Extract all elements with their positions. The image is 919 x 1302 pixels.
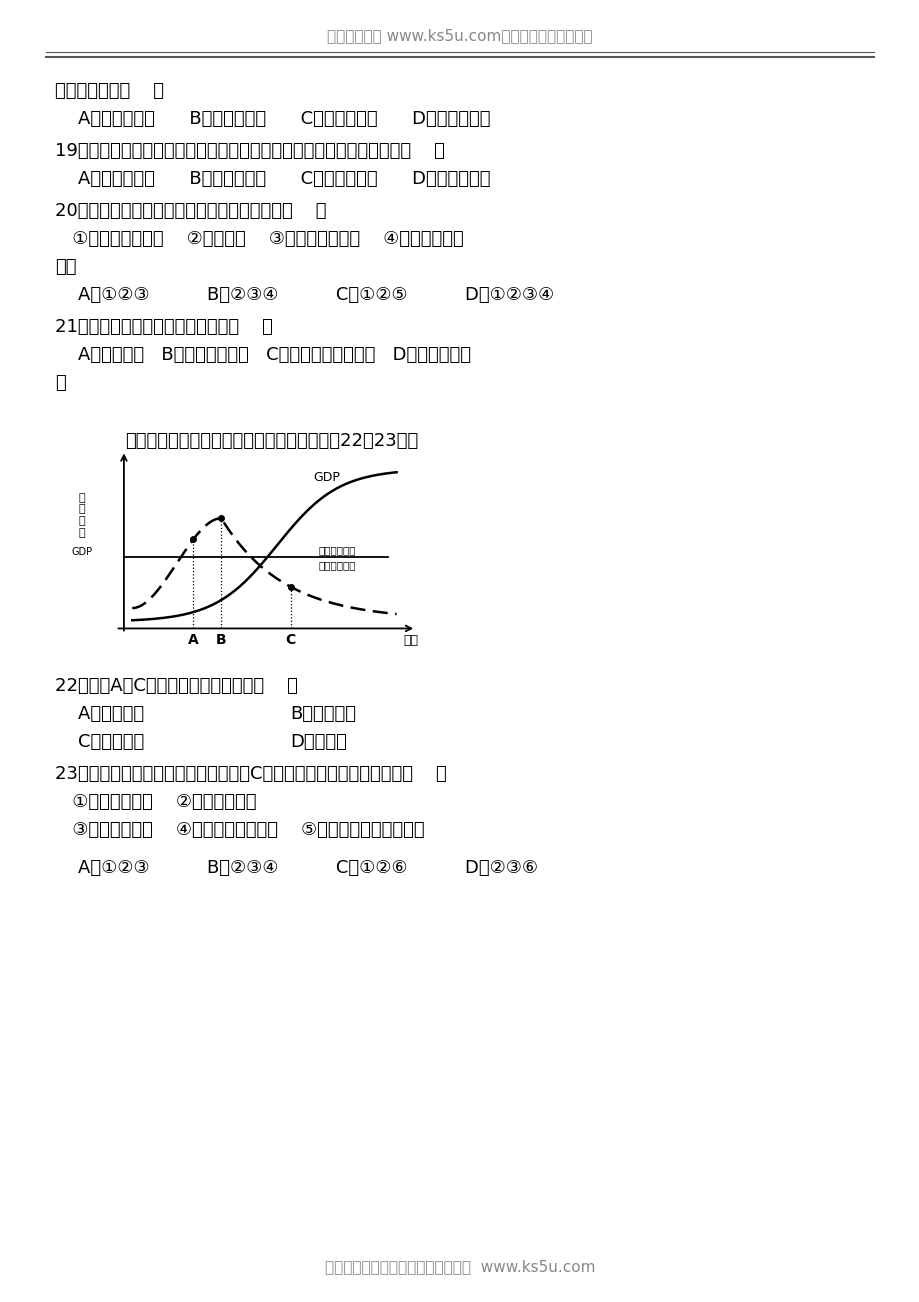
Text: B．钓鐵工业: B．钓鐵工业 [289, 704, 356, 723]
Text: 高考资源网（ www.ks5u.com），您身边的高考专家: 高考资源网（ www.ks5u.com），您身边的高考专家 [327, 29, 592, 43]
Text: GDP: GDP [72, 547, 93, 557]
Text: A．公平性原则      B．持续性原则      C．共同性原则      D．阶段性原则: A．公平性原则 B．持续性原则 C．共同性原则 D．阶段性原则 [55, 109, 490, 128]
Text: C: C [286, 633, 296, 647]
Text: GDP: GDP [312, 471, 340, 484]
Text: 用: 用 [55, 374, 65, 392]
Text: 22．图中A～C阶段的主要产业可能是（    ）: 22．图中A～C阶段的主要产业可能是（ ） [55, 677, 298, 695]
Text: A．共同性原则      B．持续性原则      C．公平性原则      D．协调性原则: A．共同性原则 B．持续性原则 C．公平性原则 D．协调性原则 [55, 171, 490, 187]
Text: ①庞大的人口压力    ②资源短缺    ③深层的环境危机    ④经济发展速度: ①庞大的人口压力 ②资源短缺 ③深层的环境危机 ④经济发展速度 [55, 230, 463, 247]
Text: B: B [216, 633, 226, 647]
Text: A．耕作农业: A．耕作农业 [55, 704, 144, 723]
Text: A．①②③          B．②③④          C．①②⑤          D．①②③④: A．①②③ B．②③④ C．①②⑤ D．①②③④ [55, 286, 553, 303]
Text: 19．发达国家向发展中国家转移污染严重的企业，违背了可持续发展的（    ）: 19．发达国家向发展中国家转移污染严重的企业，违背了可持续发展的（ ） [55, 142, 445, 160]
Text: 自然环境容量: 自然环境容量 [318, 544, 356, 555]
Text: 环境污染水平: 环境污染水平 [318, 561, 356, 570]
Text: ①增加环保投入    ②工业技术进步: ①增加环保投入 ②工业技术进步 [55, 793, 256, 811]
Text: ③产业结构调整    ④工业发展迅速减慢    ⑤逆城市化造成城市空洞: ③产业结构调整 ④工业发展迅速减慢 ⑤逆城市化造成城市空洞 [55, 822, 425, 838]
Text: A: A [187, 633, 199, 647]
Text: A．①②③          B．②③④          C．①②⑥          D．②③⑥: A．①②③ B．②③④ C．①②⑥ D．②③⑥ [55, 859, 538, 878]
Text: D．旅游业: D．旅游业 [289, 733, 346, 751]
Text: 20．可持续发展是我国的必然选择，这是因为（    ）: 20．可持续发展是我国的必然选择，这是因为（ ） [55, 202, 326, 220]
Text: 较慢: 较慢 [55, 258, 76, 276]
Text: 23．一些发达国家的环境污染水平处于C点以后会有所减轻，其原因是（    ）: 23．一些发达国家的环境污染水平处于C点以后会有所减轻，其原因是（ ） [55, 766, 447, 783]
Text: C．电子工业: C．电子工业 [55, 733, 144, 751]
Text: 可持续发展的（    ）: 可持续发展的（ ） [55, 82, 164, 100]
Text: 污
染
程
度: 污 染 程 度 [79, 493, 85, 538]
Text: 21．中国实现可持续发展的核心是（    ）: 21．中国实现可持续发展的核心是（ ） [55, 318, 273, 336]
Text: 时间: 时间 [403, 634, 417, 647]
Text: 下图为经济发展与环境关系示意图，据此回等22、23题。: 下图为经济发展与环境关系示意图，据此回等22、23题。 [125, 432, 418, 450]
Text: A．经济发展   B．改善生态环境   C．人民生活水平提高   D．资源合理利: A．经济发展 B．改善生态环境 C．人民生活水平提高 D．资源合理利 [55, 346, 471, 365]
Text: 欢迎广大教师踊跃来稿，稿酬丰厚。  www.ks5u.com: 欢迎广大教师踊跃来稿，稿酬丰厚。 www.ks5u.com [324, 1259, 595, 1273]
